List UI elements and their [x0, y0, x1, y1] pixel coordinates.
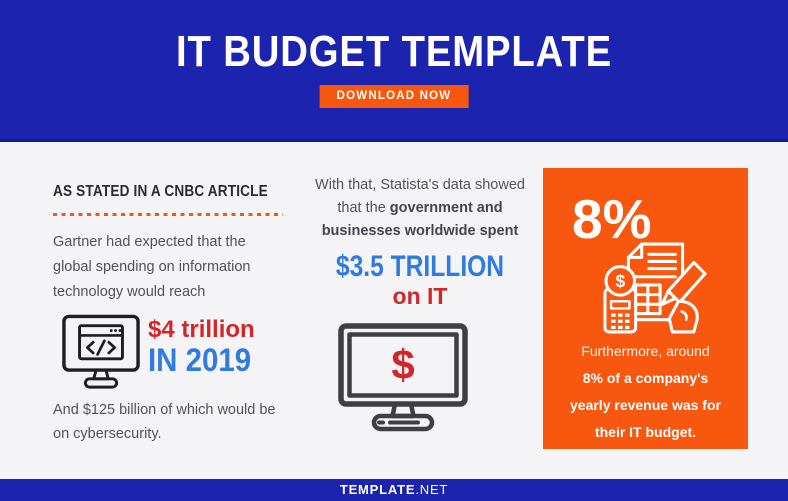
dollar-sign-glyph: $ — [391, 341, 414, 388]
revenue-paragraph: Furthermore, around 8% of a company's ye… — [543, 338, 748, 446]
card-line-1: Furthermore, around — [581, 343, 710, 359]
stat-year: IN 2019 — [148, 342, 252, 378]
stat-4-trillion: $4 trillion IN 2019 — [148, 316, 260, 377]
gartner-paragraph: Gartner had expected that the global spe… — [53, 234, 251, 300]
intro-line-1: With that, Statista's data showed — [315, 177, 525, 193]
download-button[interactable]: DOWNLOAD NOW — [319, 85, 469, 108]
calculator-dollar-glyph: $ — [615, 271, 625, 291]
brand-regular: .NET — [415, 482, 449, 497]
page-title: IT BUDGET TEMPLATE — [175, 27, 613, 76]
card-line-3: yearly revenue was for — [570, 397, 721, 413]
intro-line-3-bold: businesses worldwide spent — [321, 223, 519, 239]
section-heading: AS STATED IN A CNBC ARTICLE — [53, 183, 268, 200]
intro-line-2-regular: that the — [337, 200, 390, 216]
monitor-dollar-icon: $ — [338, 323, 468, 432]
header-banner: IT BUDGET TEMPLATE DOWNLOAD NOW — [0, 0, 788, 142]
cybersecurity-paragraph: And $125 billion of which would be on cy… — [53, 402, 276, 442]
template-net-brand[interactable]: TEMPLATE.NET — [340, 479, 448, 501]
intro-line-2-bold: government and — [389, 200, 503, 216]
content-area: AS STATED IN A CNBC ARTICLE Gartner had … — [0, 142, 788, 479]
stat-on-it-label: on IT — [392, 283, 448, 309]
revenue-card: 8% $ — [543, 168, 748, 449]
stat-value: $4 trillion — [148, 316, 255, 343]
card-line-2: 8% of a company's — [582, 370, 709, 386]
dashed-divider — [53, 213, 283, 216]
statista-paragraph: With that, Statista's data showed that t… — [295, 174, 545, 243]
brand-bold: TEMPLATE — [339, 482, 416, 497]
percentage-stat: 8% — [572, 188, 652, 250]
monitor-code-icon — [62, 314, 140, 389]
footer-bar: TEMPLATE.NET — [0, 479, 788, 501]
stat-3-5-trillion: $3.5 TRILLION — [335, 250, 505, 283]
budget-calculation-icon: $ — [603, 242, 707, 334]
card-line-4: their IT budget. — [594, 424, 697, 440]
